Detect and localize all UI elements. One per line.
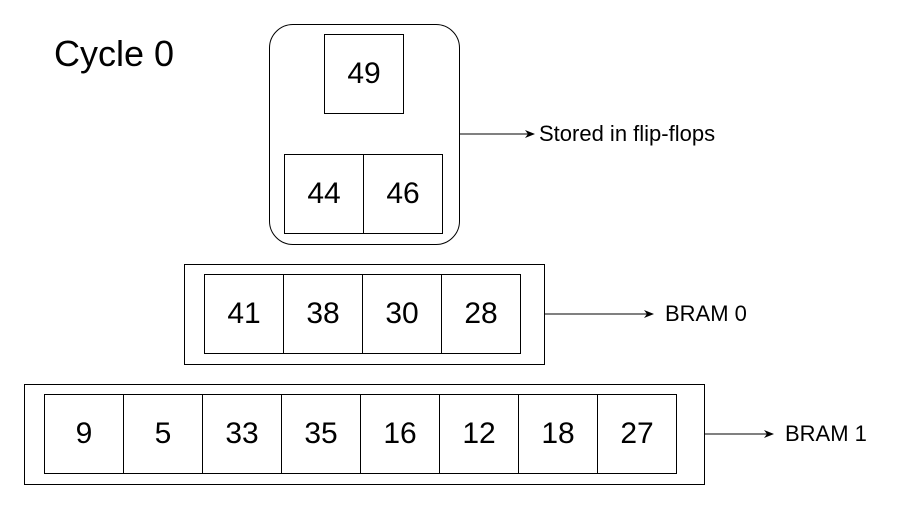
flip-flop-top-row: 49 bbox=[324, 34, 404, 114]
bram1-cell: 5 bbox=[123, 394, 203, 474]
bram0-cell: 30 bbox=[362, 274, 442, 354]
cycle-title: Cycle 0 bbox=[54, 33, 175, 74]
flip-flop-bottom-row: 44 46 bbox=[284, 154, 443, 234]
flip-flop-cell: 46 bbox=[363, 154, 443, 234]
bram1-cell: 18 bbox=[518, 394, 598, 474]
bram1-row: 9 5 33 35 16 12 18 27 bbox=[44, 394, 677, 474]
bram0-cell: 41 bbox=[204, 274, 284, 354]
bram1-label: BRAM 1 bbox=[785, 421, 867, 446]
flip-flop-cell: 44 bbox=[284, 154, 364, 234]
flip-flop-cell: 49 bbox=[324, 34, 404, 114]
bram1-cell: 9 bbox=[44, 394, 124, 474]
bram0-group bbox=[184, 264, 545, 365]
bram0-cell: 38 bbox=[283, 274, 363, 354]
bram1-cell: 35 bbox=[281, 394, 361, 474]
bram1-cell: 33 bbox=[202, 394, 282, 474]
bram0-row: 41 38 30 28 bbox=[204, 274, 521, 354]
bram1-cell: 27 bbox=[597, 394, 677, 474]
bram1-cell: 16 bbox=[360, 394, 440, 474]
bram1-group bbox=[24, 384, 705, 485]
flip-flop-label: Stored in flip-flops bbox=[539, 121, 716, 146]
bram0-label: BRAM 0 bbox=[665, 301, 747, 326]
bram1-cell: 12 bbox=[439, 394, 519, 474]
bram0-cell: 28 bbox=[441, 274, 521, 354]
flip-flop-group bbox=[269, 24, 460, 245]
